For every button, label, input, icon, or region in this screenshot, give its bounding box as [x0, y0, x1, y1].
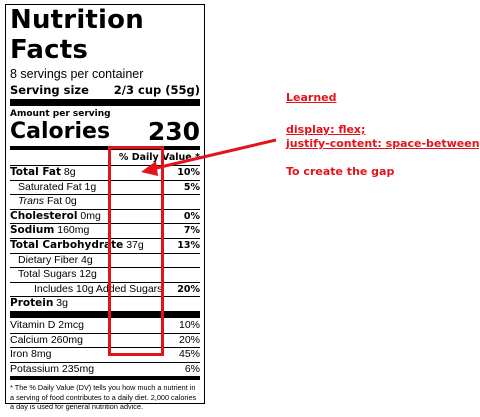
- nutrient-name: Includes 10g Added Sugars: [34, 282, 163, 295]
- nutrient-percent: 5%: [183, 181, 200, 193]
- annotation-learned: Learned: [286, 91, 337, 104]
- nutrient-percent: 10%: [177, 167, 200, 178]
- divider-thick: [10, 310, 200, 318]
- divider-medium: [10, 376, 200, 381]
- nutrient-name: Protein: [10, 297, 54, 310]
- amount-per-serving: Amount per serving: [10, 109, 111, 119]
- vitamin-percent: 45%: [178, 348, 200, 361]
- nutrient-row: Total Carbohydrate 37g 13%: [10, 237, 200, 253]
- nutrient-row: Sodium 160mg 7%: [10, 223, 200, 238]
- label-title: Nutrition Facts: [10, 5, 144, 65]
- annotation-display-flex: display: flex;: [286, 123, 366, 136]
- vitamin-name: Vitamin D 2mcg: [10, 318, 84, 331]
- calories-label: Calories: [10, 119, 111, 144]
- nutrient-row: Protein 3g: [10, 296, 200, 311]
- vitamin-name: Iron 8mg: [10, 348, 52, 361]
- nutrient-name: Total Carbohydrate: [10, 238, 124, 251]
- divider-thick: [10, 99, 200, 106]
- nutrient-row: Trans Fat 0g: [10, 194, 200, 209]
- daily-value-header: % Daily Value *: [118, 152, 200, 163]
- nutrient-row: Cholesterol 0mg 0%: [10, 208, 200, 224]
- annotation-gap-note: To create the gap: [286, 165, 395, 178]
- vitamin-row: Potassium 235mg 6%: [10, 361, 200, 377]
- nutrient-row: Dietary Fiber 4g: [10, 252, 200, 268]
- nutrient-amount: 37g: [123, 238, 144, 251]
- nutrient-name: Saturated Fat 1g: [18, 180, 97, 193]
- divider-medium: [10, 146, 200, 150]
- calories-value: 230: [147, 117, 200, 146]
- annotation-justify-content: justify-content: space-between;: [286, 137, 480, 150]
- vitamin-percent: 10%: [178, 318, 200, 331]
- nutrient-amount: Fat 0g: [44, 195, 77, 208]
- nutrient-amount: 160mg: [54, 224, 90, 237]
- footnote: * The % Daily Value (DV) tells you how m…: [10, 383, 197, 411]
- nutrient-amount: 0mg: [77, 209, 101, 222]
- servings-per-container: 8 servings per container: [10, 67, 144, 81]
- nutrient-percent: 0%: [183, 210, 200, 222]
- nutrient-row: Total Fat 8g 10%: [10, 166, 200, 180]
- vitamin-row: Calcium 260mg 20%: [10, 332, 200, 348]
- nutrient-row: Saturated Fat 1g 5%: [10, 179, 200, 195]
- nutrient-name: Total Fat: [10, 166, 62, 178]
- divider-thin: [10, 165, 200, 166]
- nutrient-percent: 20%: [177, 283, 200, 295]
- vitamin-row: Iron 8mg 45%: [10, 347, 200, 362]
- nutrient-row: Total Sugars 12g: [10, 267, 200, 282]
- serving-size-value: 2/3 cup (55g): [113, 83, 200, 97]
- nutrition-facts-label: Nutrition Facts 8 servings per container…: [5, 4, 205, 411]
- vitamin-percent: 20%: [178, 333, 200, 346]
- vitamin-percent: 6%: [184, 362, 200, 375]
- nutrient-name: Cholesterol: [10, 209, 78, 222]
- nutrient-amount: 8g: [61, 166, 76, 178]
- nutrient-name: Dietary Fiber 4g: [18, 253, 93, 266]
- nutrient-name-italic: Trans: [18, 195, 45, 208]
- vitamin-row: Vitamin D 2mcg 10%: [10, 319, 200, 333]
- serving-size-label: Serving size: [10, 83, 89, 97]
- nutrient-name: Sodium: [10, 224, 55, 237]
- vitamin-name: Potassium 235mg: [10, 362, 95, 375]
- nutrient-percent: 13%: [177, 239, 200, 251]
- nutrient-amount: 3g: [53, 297, 68, 310]
- nutrient-percent: 7%: [183, 225, 200, 237]
- nutrient-row: Includes 10g Added Sugars 20%: [10, 281, 200, 297]
- highlight-box: [108, 146, 164, 356]
- vitamin-name: Calcium 260mg: [10, 333, 83, 346]
- nutrient-name: Total Sugars 12g: [18, 268, 97, 281]
